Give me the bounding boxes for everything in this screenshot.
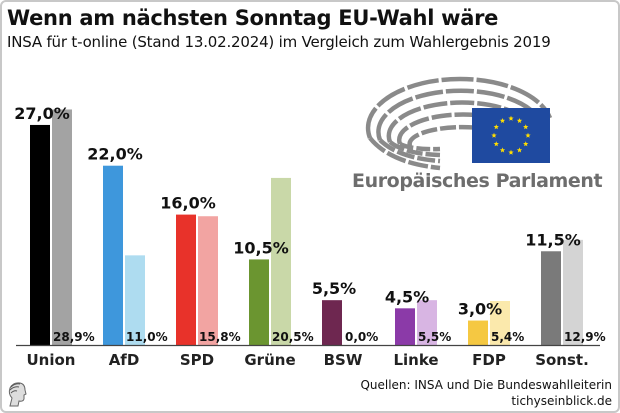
eu-star-icon	[523, 124, 529, 130]
chart-subtitle: INSA für t-online (Stand 13.02.2024) im …	[7, 33, 551, 51]
value-label-current: 22,0%	[87, 145, 143, 164]
value-label-current: 11,5%	[525, 230, 581, 249]
profile-head-icon	[8, 382, 27, 407]
value-label-current: 10,5%	[233, 238, 289, 257]
source-text: Quellen: INSA und Die Bundeswahlleiterin	[360, 378, 612, 392]
bar-current-5	[395, 308, 415, 345]
eu-flag-icon	[472, 108, 550, 163]
value-label-current: 5,5%	[312, 279, 356, 298]
category-label: BSW	[324, 351, 363, 369]
eu-star-icon	[508, 115, 514, 121]
european-parliament-hemicycle-icon	[365, 76, 553, 171]
eu-star-icon	[516, 117, 523, 124]
value-label-2019: 28,9%	[53, 330, 95, 344]
category-label: Grüne	[244, 351, 295, 369]
eu-star-icon	[516, 147, 523, 153]
category-label: SPD	[180, 351, 214, 369]
category-label: Sonst.	[535, 351, 589, 369]
value-label-current: 3,0%	[458, 300, 502, 319]
eu-star-icon	[499, 147, 506, 153]
value-label-2019: 15,8%	[199, 330, 241, 344]
eu-star-icon	[499, 117, 506, 124]
bar-2019-3	[271, 177, 291, 345]
eu-star-icon	[493, 124, 499, 130]
eu-star-icon	[523, 141, 529, 147]
eu-star-icon	[525, 132, 531, 138]
value-label-current: 27,0%	[14, 104, 70, 123]
bar-current-1	[103, 165, 123, 345]
value-label-2019: 5,4%	[491, 330, 524, 344]
value-label-2019: 20,5%	[272, 330, 314, 344]
bar-current-0	[30, 124, 50, 345]
category-label: AfD	[109, 351, 140, 369]
value-label-2019: 11,0%	[126, 330, 168, 344]
bar-2019-6	[490, 300, 510, 345]
bar-2019-7	[563, 239, 583, 345]
category-label: FDP	[472, 351, 506, 369]
site-link[interactable]: tichyseinblick.de	[511, 394, 612, 408]
category-label: Linke	[393, 351, 438, 369]
value-label-2019: 0,0%	[345, 330, 378, 344]
bar-current-3	[249, 259, 269, 345]
bar-current-2	[176, 214, 196, 345]
value-label-current: 16,0%	[160, 194, 216, 213]
bar-2019-5	[417, 300, 437, 345]
bar-2019-1	[125, 255, 145, 345]
bar-2019-2	[198, 216, 218, 345]
source-note: Quellen: INSA und Die Bundeswahlleiterin…	[360, 377, 612, 409]
eu-star-icon	[493, 141, 499, 147]
european-parliament-label: Europäisches Parlament	[352, 170, 603, 192]
eu-star-icon	[491, 132, 497, 138]
bar-current-4	[322, 300, 342, 345]
category-label: Union	[27, 351, 76, 369]
bar-2019-0	[52, 109, 72, 345]
value-label-current: 4,5%	[385, 287, 429, 306]
bar-current-6	[468, 320, 488, 345]
chart-title: Wenn am nächsten Sonntag EU-Wahl wäre	[7, 6, 499, 30]
european-parliament-logo	[365, 76, 553, 171]
eu-star-icon	[508, 149, 514, 155]
value-label-2019: 5,5%	[418, 330, 451, 344]
value-label-2019: 12,9%	[564, 330, 606, 344]
bar-current-7	[541, 251, 561, 345]
